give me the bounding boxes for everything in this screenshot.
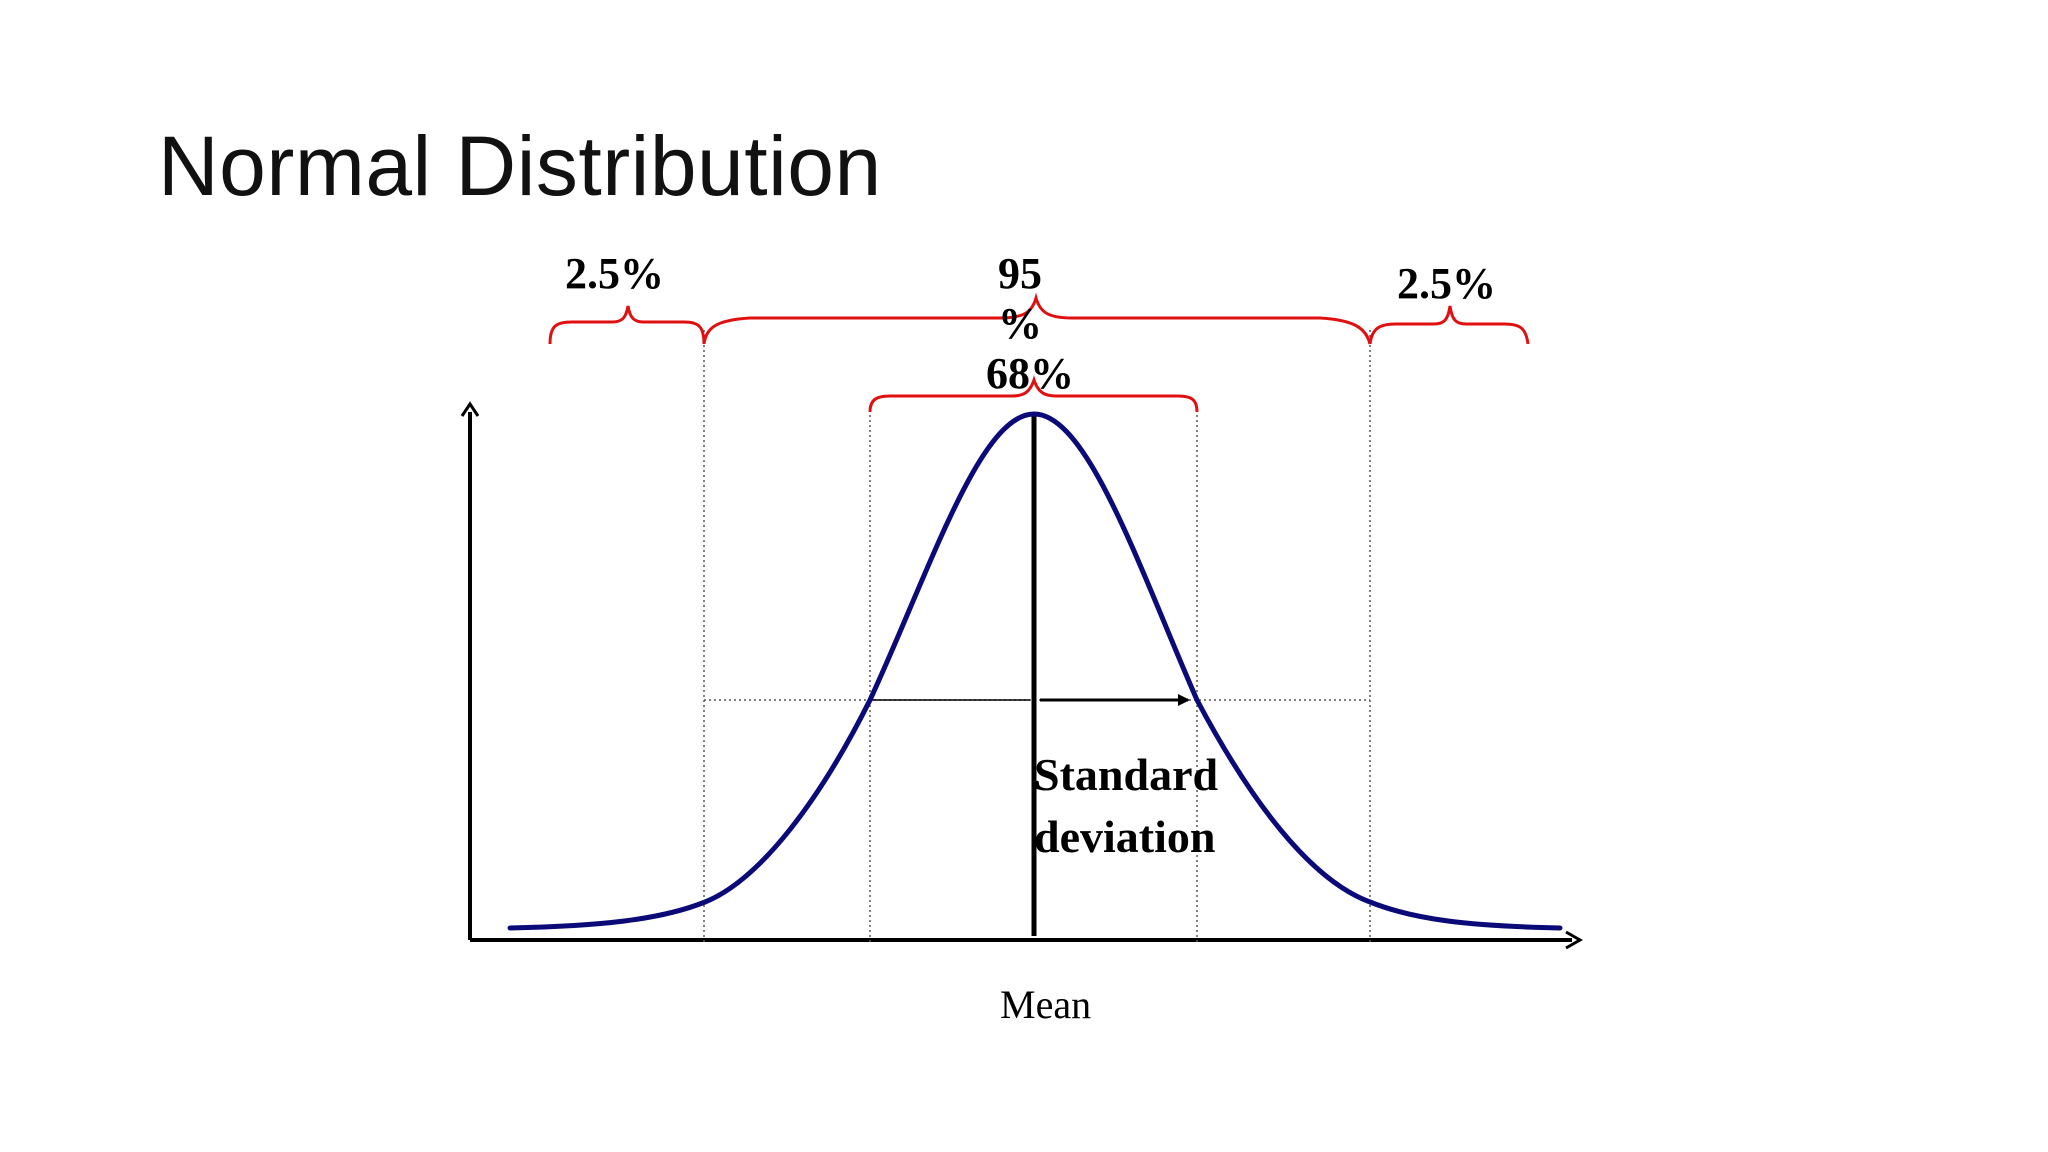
label-left-tail: 2.5% [565,249,664,298]
x-axis-label: Mean [1000,982,1091,1027]
label-std-line1: Standard [1034,749,1218,800]
x-axis-arrow-icon [1565,930,1584,950]
brace-right-tail [1368,305,1530,345]
y-axis-arrow-icon [460,401,480,417]
label-95-line2: % [998,299,1042,348]
label-std-line2: deviation [1034,811,1215,862]
label-95-line1: 95 [998,249,1042,298]
label-right-tail: 2.5% [1397,259,1496,308]
slide-title: Normal Distribution [158,119,882,213]
brace-68 [868,375,1199,413]
brace-95 [702,292,1372,345]
bell-curve [507,411,1563,931]
brace-left-tail [548,305,706,345]
label-68: 68% [986,349,1074,398]
